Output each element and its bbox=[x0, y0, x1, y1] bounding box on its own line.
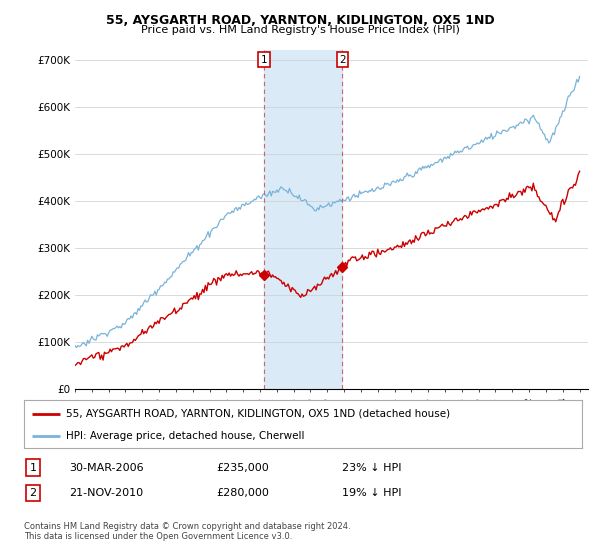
Text: 2: 2 bbox=[339, 55, 346, 65]
Text: HPI: Average price, detached house, Cherwell: HPI: Average price, detached house, Cher… bbox=[66, 431, 304, 441]
Text: Contains HM Land Registry data © Crown copyright and database right 2024.
This d: Contains HM Land Registry data © Crown c… bbox=[24, 522, 350, 542]
Text: 30-MAR-2006: 30-MAR-2006 bbox=[69, 463, 143, 473]
Text: 55, AYSGARTH ROAD, YARNTON, KIDLINGTON, OX5 1ND: 55, AYSGARTH ROAD, YARNTON, KIDLINGTON, … bbox=[106, 14, 494, 27]
Bar bbox=[264, 50, 343, 389]
Text: 1: 1 bbox=[29, 463, 37, 473]
Text: 19% ↓ HPI: 19% ↓ HPI bbox=[342, 488, 401, 498]
Text: 55, AYSGARTH ROAD, YARNTON, KIDLINGTON, OX5 1ND (detached house): 55, AYSGARTH ROAD, YARNTON, KIDLINGTON, … bbox=[66, 409, 450, 419]
Text: 23% ↓ HPI: 23% ↓ HPI bbox=[342, 463, 401, 473]
Text: 2: 2 bbox=[29, 488, 37, 498]
Text: 1: 1 bbox=[261, 55, 268, 65]
Text: £235,000: £235,000 bbox=[216, 463, 269, 473]
Text: Price paid vs. HM Land Registry's House Price Index (HPI): Price paid vs. HM Land Registry's House … bbox=[140, 25, 460, 35]
Text: £280,000: £280,000 bbox=[216, 488, 269, 498]
Text: 21-NOV-2010: 21-NOV-2010 bbox=[69, 488, 143, 498]
